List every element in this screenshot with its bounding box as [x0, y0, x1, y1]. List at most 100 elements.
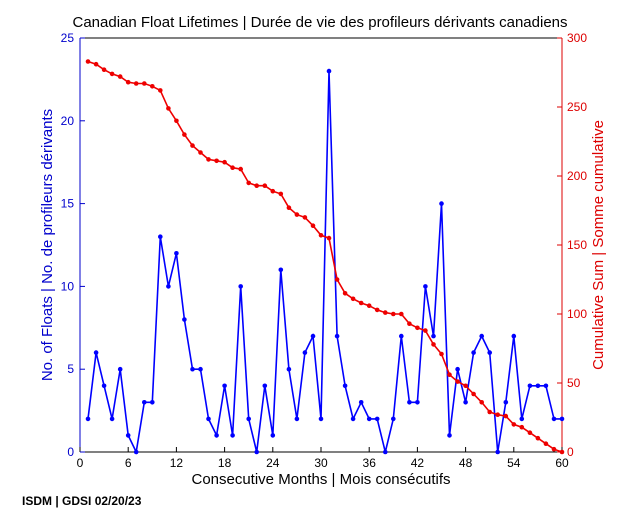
cumulative-point — [543, 441, 549, 447]
floats-point — [366, 416, 372, 422]
footer-credit: ISDM | GDSI 02/20/23 — [22, 494, 142, 508]
x-tick-label: 48 — [459, 456, 473, 470]
cumulative-point — [383, 310, 388, 315]
floats-point — [415, 400, 420, 405]
cumulative-point — [190, 143, 195, 148]
floats-point — [407, 400, 412, 405]
floats-point — [93, 350, 99, 355]
cumulative-point — [117, 74, 123, 79]
x-tick-label: 6 — [125, 456, 132, 470]
floats-point — [254, 449, 259, 455]
right-y-tick-label: 50 — [567, 376, 581, 390]
cumulative-point — [222, 159, 227, 165]
cumulative-point — [174, 118, 179, 124]
floats-point — [479, 333, 485, 339]
x-axis-ticks: 0 6 12 18 24 30 36 42 48 54 60 — [77, 447, 569, 470]
right-y-tick-label: 100 — [567, 307, 587, 321]
cumulative-point — [326, 235, 332, 241]
floats-point — [278, 267, 284, 273]
floats-point — [431, 333, 436, 339]
left-y-tick-label: 0 — [67, 445, 74, 459]
left-y-axis-label: No. of Floats | No. de profileurs dériva… — [39, 109, 56, 381]
floats-point — [439, 201, 444, 206]
floats-point — [302, 350, 308, 355]
floats-point — [383, 449, 388, 455]
floats-point — [455, 366, 460, 372]
floats-point — [463, 400, 468, 405]
cumulative-point — [182, 132, 187, 137]
cumulative-point — [511, 422, 517, 427]
floats-point — [318, 416, 324, 422]
floats-point — [286, 366, 292, 372]
floats-point — [543, 383, 549, 389]
floats-point — [190, 366, 195, 372]
cumulative-point — [150, 84, 155, 89]
floats-point — [399, 333, 404, 339]
floats-point — [174, 251, 179, 256]
cumulative-point — [214, 158, 219, 164]
left-y-tick-label: 20 — [61, 114, 75, 128]
cumulative-point — [166, 106, 171, 111]
left-y-axis-ticks: 0 5 10 15 20 25 — [61, 31, 85, 459]
cumulative-point — [318, 233, 324, 238]
floats-point — [535, 383, 541, 389]
floats-point — [166, 284, 171, 289]
floats-point — [447, 433, 452, 438]
left-y-tick-label: 25 — [61, 31, 75, 45]
cumulative-point — [391, 311, 396, 317]
right-y-tick-label: 0 — [567, 445, 574, 459]
x-tick-label: 24 — [266, 456, 280, 470]
cumulative-point — [551, 446, 557, 452]
x-tick-label: 36 — [363, 456, 377, 470]
floats-point — [125, 433, 131, 438]
floats-point — [358, 400, 364, 405]
floats-point — [198, 366, 203, 372]
floats-point — [471, 350, 476, 355]
cumulative-point — [246, 180, 251, 186]
cumulative-point — [455, 379, 460, 384]
left-y-tick-label: 15 — [61, 197, 75, 211]
left-y-tick-label: 5 — [67, 362, 74, 376]
cumulative-point — [431, 342, 436, 347]
floats-point — [487, 350, 493, 355]
floats-point — [334, 333, 340, 339]
floats-point — [214, 433, 219, 438]
cumulative-point — [487, 409, 493, 415]
floats-point — [350, 416, 356, 422]
cumulative-point — [109, 71, 115, 77]
floats-point — [101, 383, 107, 389]
floats-line — [87, 71, 562, 455]
cumulative-point — [503, 413, 509, 419]
right-y-tick-label: 150 — [567, 238, 587, 252]
floats-point — [85, 416, 91, 422]
cumulative-point — [447, 372, 452, 378]
floats-point — [527, 383, 533, 389]
left-y-tick-label: 10 — [61, 279, 75, 293]
series-floats-per-month — [85, 68, 565, 455]
right-y-tick-label: 200 — [567, 169, 587, 183]
x-axis-label: Consecutive Months | Mois consécutifs — [191, 471, 450, 488]
cumulative-point — [198, 150, 203, 155]
cumulative-point — [527, 430, 533, 436]
cumulative-point — [399, 311, 404, 317]
cumulative-point — [294, 212, 300, 217]
floats-point — [503, 400, 509, 405]
floats-point — [230, 433, 235, 438]
cumulative-point — [133, 81, 139, 86]
floats-point — [246, 416, 251, 422]
x-tick-label: 42 — [411, 456, 425, 470]
floats-point — [109, 416, 115, 422]
cumulative-point — [479, 400, 485, 405]
cumulative-point — [302, 215, 308, 220]
cumulative-point — [559, 449, 565, 455]
floats-point — [342, 383, 348, 389]
floats-point — [310, 333, 316, 339]
floats-point — [294, 416, 300, 422]
floats-point — [238, 284, 243, 289]
cumulative-point — [439, 351, 444, 357]
x-tick-label: 0 — [77, 456, 84, 470]
cumulative-point — [374, 307, 380, 313]
cumulative-point — [350, 296, 356, 302]
floats-point — [222, 383, 227, 389]
